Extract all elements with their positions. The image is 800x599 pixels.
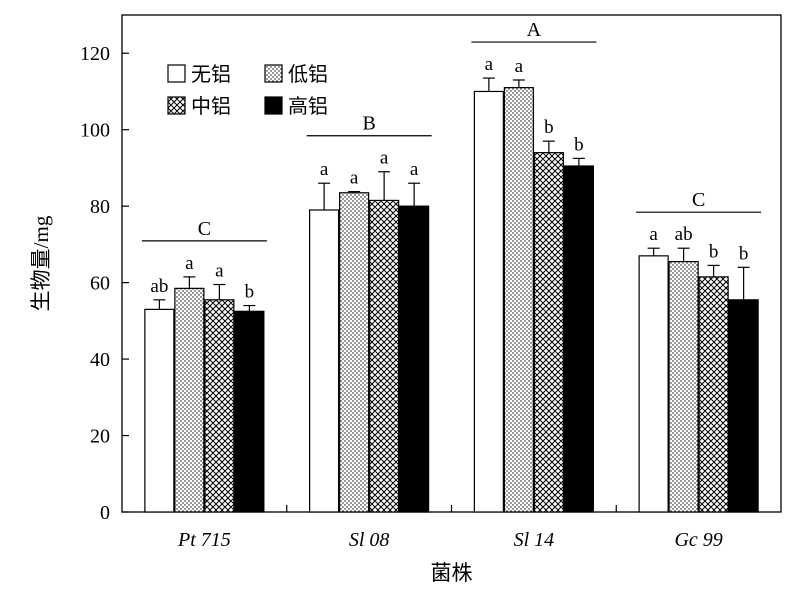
y-tick-label: 80 <box>90 196 110 218</box>
significance-letter: a <box>215 261 224 282</box>
bar <box>399 205 430 513</box>
bar <box>668 260 699 513</box>
legend-swatch <box>167 64 186 83</box>
group-letter: B <box>362 113 375 135</box>
x-axis-label: 菌株 <box>431 561 473 585</box>
x-tick-label: Sl 08 <box>349 529 390 551</box>
y-tick-label: 40 <box>90 349 110 371</box>
bar <box>503 87 534 513</box>
bar <box>204 299 235 513</box>
significance-letter: a <box>515 56 524 77</box>
significance-letter: b <box>709 241 719 262</box>
bar <box>234 310 265 513</box>
significance-letter: a <box>485 54 494 75</box>
legend-swatch <box>264 96 283 115</box>
group-letter: C <box>198 218 211 240</box>
bar <box>369 199 400 513</box>
significance-letter: ab <box>675 224 693 245</box>
bar <box>473 90 504 513</box>
legend-swatch <box>167 96 186 115</box>
bar <box>309 209 340 513</box>
bar <box>339 192 370 513</box>
legend-label: 低铝 <box>288 63 328 86</box>
x-tick-label: Pt 715 <box>177 529 231 551</box>
significance-letter: a <box>649 224 658 245</box>
y-tick-label: 60 <box>90 273 110 295</box>
x-tick-label: Gc 99 <box>674 529 722 551</box>
significance-letter: b <box>245 282 255 303</box>
y-tick-label: 20 <box>90 426 110 448</box>
bar <box>144 308 175 513</box>
significance-letter: a <box>380 148 389 169</box>
group-letter: C <box>692 189 705 211</box>
significance-letter: ab <box>150 276 168 297</box>
bar <box>563 165 594 513</box>
legend-label: 高铝 <box>288 95 328 118</box>
significance-letter: a <box>185 253 194 274</box>
legend-label: 无铝 <box>191 63 231 86</box>
significance-letter: a <box>350 168 359 189</box>
significance-letter: b <box>739 243 749 264</box>
bar <box>728 299 759 513</box>
y-tick-label: 120 <box>80 43 110 65</box>
legend-swatch <box>264 64 283 83</box>
group-letter: A <box>527 19 542 41</box>
y-axis-label: 生物量/mg <box>29 215 53 311</box>
significance-letter: a <box>410 159 419 180</box>
bar <box>174 287 205 513</box>
bar <box>698 276 729 513</box>
significance-letter: a <box>320 159 329 180</box>
y-tick-label: 0 <box>100 502 110 524</box>
x-tick-label: Sl 14 <box>514 529 555 551</box>
significance-letter: b <box>544 117 554 138</box>
legend-label: 中铝 <box>191 95 231 118</box>
bar <box>638 255 669 513</box>
bar <box>533 152 564 513</box>
y-tick-label: 100 <box>80 120 110 142</box>
significance-letter: b <box>574 134 584 155</box>
